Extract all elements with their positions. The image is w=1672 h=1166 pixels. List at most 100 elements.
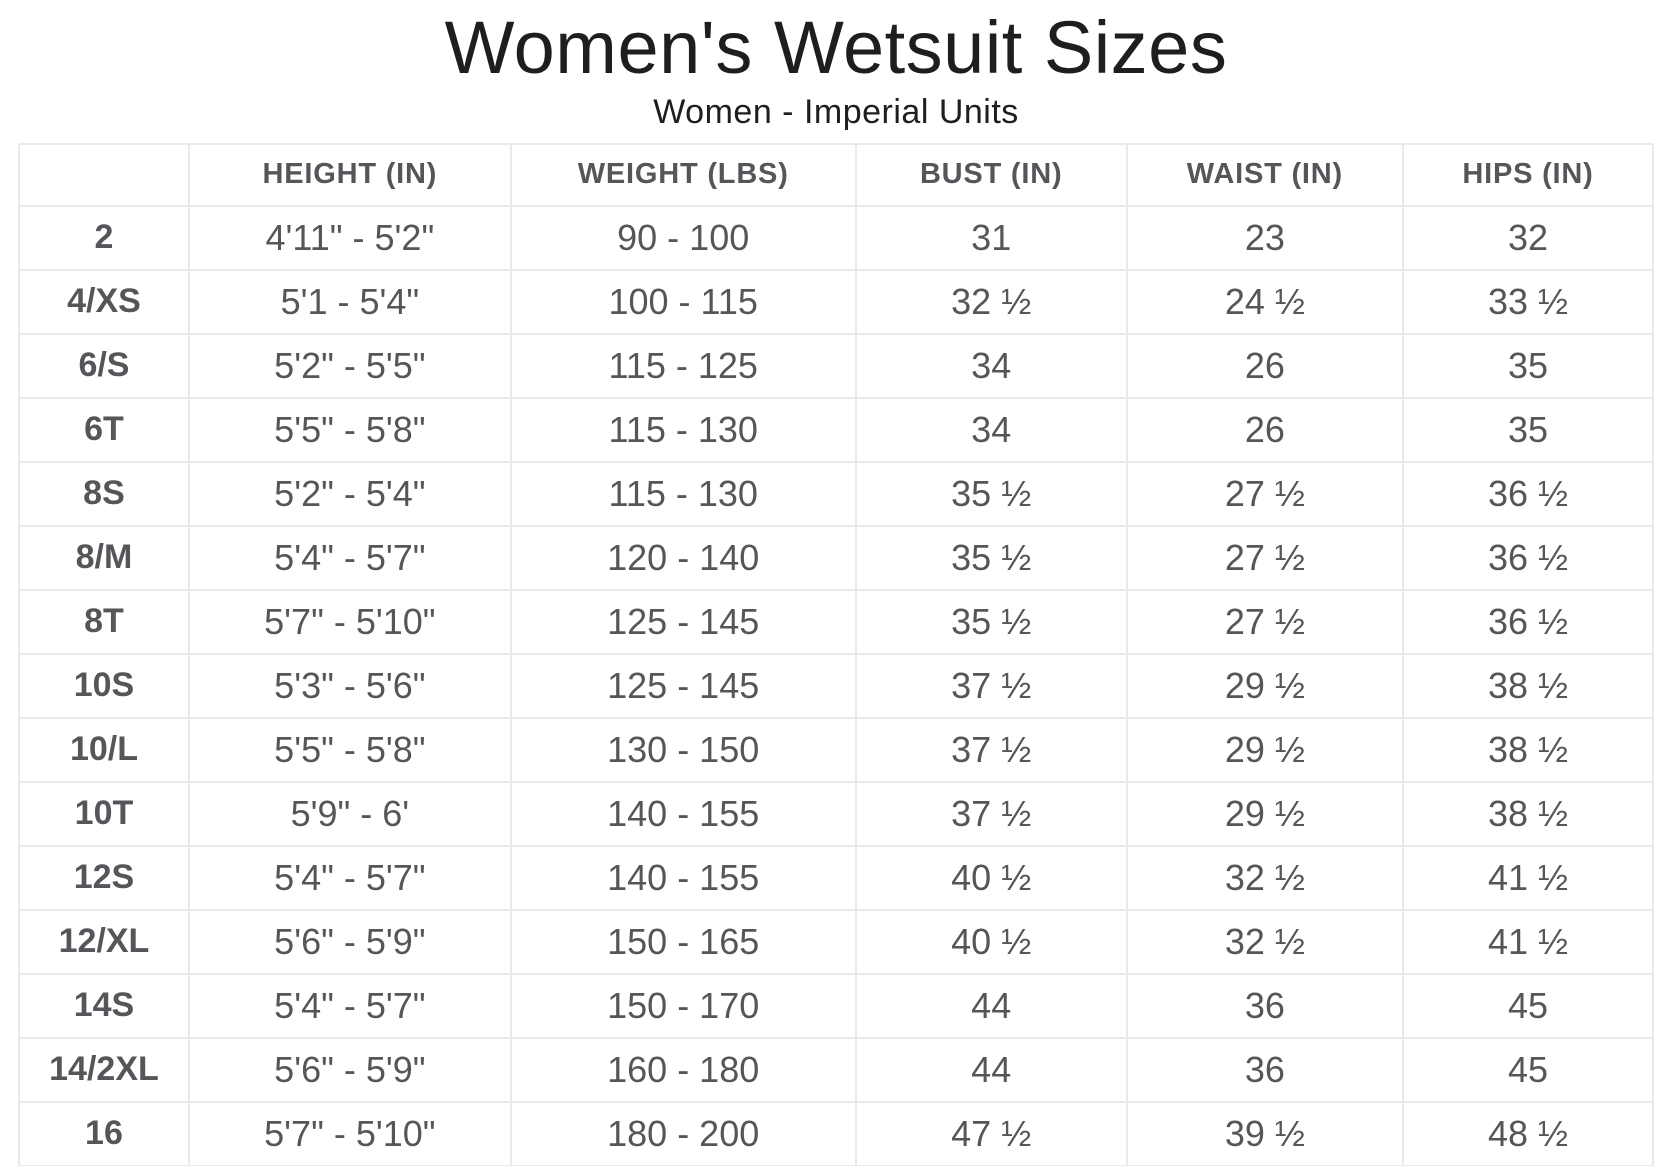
table-cell: 36 xyxy=(1125,1036,1404,1103)
column-header: WAIST (IN) xyxy=(1125,142,1404,207)
table-cell: 36 ½ xyxy=(1401,524,1655,591)
table-cell: 40 ½ xyxy=(854,844,1128,911)
table-cell: 37 ½ xyxy=(854,780,1128,847)
table-cell: 26 xyxy=(1125,332,1404,399)
table-cell: 36 ½ xyxy=(1401,460,1655,527)
table-cell: 41 ½ xyxy=(1401,908,1655,975)
table-cell: 115 - 130 xyxy=(509,396,857,463)
table-cell: 5'6" - 5'9" xyxy=(187,1036,512,1103)
table-cell: 130 - 150 xyxy=(509,716,857,783)
table-cell: 37 ½ xyxy=(854,716,1128,783)
table-row: 12S 5'4" - 5'7" 140 - 155 40 ½ 32 ½ 41 ½ xyxy=(18,844,1655,911)
table-row: 10T 5'9" - 6' 140 - 155 37 ½ 29 ½ 38 ½ xyxy=(18,780,1655,847)
table-cell: 160 - 180 xyxy=(509,1036,857,1103)
size-label: 10/L xyxy=(18,716,190,783)
table-cell: 5'5" - 5'8" xyxy=(187,716,512,783)
table-cell: 180 - 200 xyxy=(509,1100,857,1166)
size-label: 8S xyxy=(18,460,190,527)
table-cell: 39 ½ xyxy=(1125,1100,1404,1166)
table-cell: 5'7" - 5'10" xyxy=(187,1100,512,1166)
size-label: 12/XL xyxy=(18,908,190,975)
table-row: 6T 5'5" - 5'8" 115 - 130 34 26 35 xyxy=(18,396,1655,463)
size-label: 10S xyxy=(18,652,190,719)
table-cell: 5'6" - 5'9" xyxy=(187,908,512,975)
column-header: BUST (IN) xyxy=(854,142,1128,207)
column-header: WEIGHT (LBS) xyxy=(509,142,857,207)
table-cell: 35 ½ xyxy=(854,588,1128,655)
table-row: 2 4'11" - 5'2" 90 - 100 31 23 32 xyxy=(18,204,1655,271)
page-subtitle: Women - Imperial Units xyxy=(653,92,1019,131)
column-header: HIPS (IN) xyxy=(1401,142,1655,207)
table-cell: 40 ½ xyxy=(854,908,1128,975)
table-cell: 29 ½ xyxy=(1125,652,1404,719)
table-cell: 23 xyxy=(1125,204,1404,271)
table-row: 4/XS 5'1 - 5'4" 100 - 115 32 ½ 24 ½ 33 ½ xyxy=(18,268,1655,335)
table-cell: 5'1 - 5'4" xyxy=(187,268,512,335)
table-row: 14S 5'4" - 5'7" 150 - 170 44 36 45 xyxy=(18,972,1655,1039)
table-cell: 125 - 145 xyxy=(509,652,857,719)
table-cell: 31 xyxy=(854,204,1128,271)
table-cell: 32 xyxy=(1401,204,1655,271)
table-cell: 35 xyxy=(1401,396,1655,463)
table-header-row: HEIGHT (IN) WEIGHT (LBS) BUST (IN) WAIST (I… xyxy=(18,142,1655,207)
table-cell: 24 ½ xyxy=(1125,268,1404,335)
table-cell: 45 xyxy=(1401,1036,1655,1103)
size-table: HEIGHT (IN) WEIGHT (LBS) BUST (IN) WAIST (I… xyxy=(18,142,1655,1166)
table-cell: 115 - 125 xyxy=(509,332,857,399)
table-cell: 41 ½ xyxy=(1401,844,1655,911)
table-cell: 125 - 145 xyxy=(509,588,857,655)
table-cell: 27 ½ xyxy=(1125,588,1404,655)
table-cell: 115 - 130 xyxy=(509,460,857,527)
size-label: 10T xyxy=(18,780,190,847)
table-cell: 38 ½ xyxy=(1401,716,1655,783)
table-row: 8T 5'7" - 5'10" 125 - 145 35 ½ 27 ½ 36 ½ xyxy=(18,588,1655,655)
table-cell: 150 - 165 xyxy=(509,908,857,975)
table-cell: 5'5" - 5'8" xyxy=(187,396,512,463)
table-cell: 32 ½ xyxy=(1125,908,1404,975)
table-cell: 32 ½ xyxy=(854,268,1128,335)
size-label: 4/XS xyxy=(18,268,190,335)
size-label: 6/S xyxy=(18,332,190,399)
table-cell: 44 xyxy=(854,972,1128,1039)
table-cell: 27 ½ xyxy=(1125,524,1404,591)
table-cell: 38 ½ xyxy=(1401,652,1655,719)
table-cell: 140 - 155 xyxy=(509,844,857,911)
column-header: HEIGHT (IN) xyxy=(187,142,512,207)
table-cell: 5'4" - 5'7" xyxy=(187,524,512,591)
table-row: 8S 5'2" - 5'4" 115 - 130 35 ½ 27 ½ 36 ½ xyxy=(18,460,1655,527)
table-cell: 29 ½ xyxy=(1125,716,1404,783)
table-cell: 35 ½ xyxy=(854,460,1128,527)
table-row: 12/XL 5'6" - 5'9" 150 - 165 40 ½ 32 ½ 41 ½ xyxy=(18,908,1655,975)
table-cell: 27 ½ xyxy=(1125,460,1404,527)
table-row: 16 5'7" - 5'10" 180 - 200 47 ½ 39 ½ 48 ½ xyxy=(18,1100,1655,1166)
table-cell: 34 xyxy=(854,396,1128,463)
table-cell: 140 - 155 xyxy=(509,780,857,847)
size-label: 14/2XL xyxy=(18,1036,190,1103)
table-cell: 47 ½ xyxy=(854,1100,1128,1166)
table-cell: 29 ½ xyxy=(1125,780,1404,847)
table-row: 10S 5'3" - 5'6" 125 - 145 37 ½ 29 ½ 38 ½ xyxy=(18,652,1655,719)
table-cell: 5'3" - 5'6" xyxy=(187,652,512,719)
table-row: 10/L 5'5" - 5'8" 130 - 150 37 ½ 29 ½ 38 ½ xyxy=(18,716,1655,783)
table-cell: 33 ½ xyxy=(1401,268,1655,335)
table-cell: 5'4" - 5'7" xyxy=(187,972,512,1039)
page-title: Women's Wetsuit Sizes xyxy=(444,6,1228,89)
column-header-empty xyxy=(18,142,190,207)
size-label: 16 xyxy=(18,1100,190,1166)
table-cell: 26 xyxy=(1125,396,1404,463)
table-cell: 100 - 115 xyxy=(509,268,857,335)
table-cell: 5'9" - 6' xyxy=(187,780,512,847)
table-cell: 48 ½ xyxy=(1401,1100,1655,1166)
size-label: 8/M xyxy=(18,524,190,591)
table-cell: 4'11" - 5'2" xyxy=(187,204,512,271)
table-cell: 120 - 140 xyxy=(509,524,857,591)
size-label: 8T xyxy=(18,588,190,655)
table-cell: 32 ½ xyxy=(1125,844,1404,911)
table-cell: 5'2" - 5'4" xyxy=(187,460,512,527)
table-cell: 44 xyxy=(854,1036,1128,1103)
table-cell: 5'7" - 5'10" xyxy=(187,588,512,655)
table-row: 6/S 5'2" - 5'5" 115 - 125 34 26 35 xyxy=(18,332,1655,399)
size-label: 2 xyxy=(18,204,190,271)
table-cell: 150 - 170 xyxy=(509,972,857,1039)
